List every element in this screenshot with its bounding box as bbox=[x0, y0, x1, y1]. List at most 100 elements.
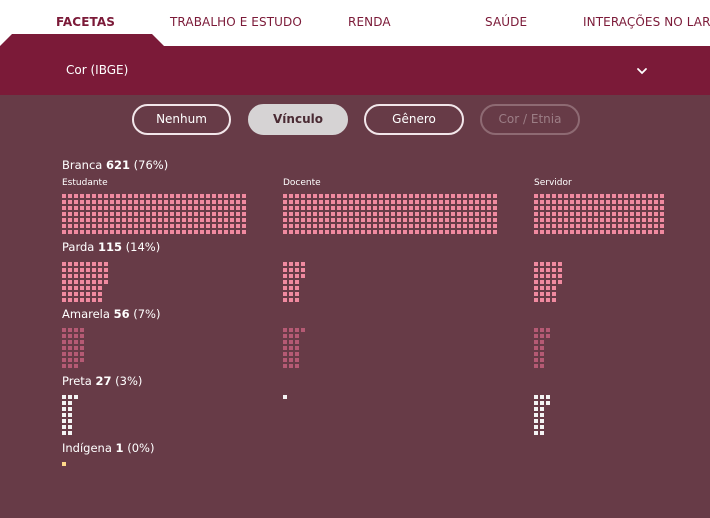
dot bbox=[642, 218, 646, 222]
dot bbox=[283, 431, 287, 435]
dot bbox=[540, 395, 544, 399]
dot bbox=[140, 224, 144, 228]
dot bbox=[212, 224, 216, 228]
facet-dropdown[interactable]: Cor (IBGE) bbox=[0, 46, 710, 95]
dot bbox=[80, 274, 84, 278]
dot bbox=[80, 346, 84, 350]
tab-trabalho-e-estudo[interactable]: TRABALHO E ESTUDO bbox=[170, 15, 302, 29]
dot bbox=[349, 230, 353, 234]
dot bbox=[236, 206, 240, 210]
dot bbox=[648, 212, 652, 216]
dot bbox=[540, 200, 544, 204]
dot bbox=[534, 364, 538, 368]
dot bbox=[343, 224, 347, 228]
dot bbox=[74, 194, 78, 198]
dot bbox=[594, 206, 598, 210]
dot bbox=[654, 212, 658, 216]
dot bbox=[618, 212, 622, 216]
dot bbox=[200, 200, 204, 204]
dot bbox=[283, 425, 287, 429]
waffle-amarela-estudante bbox=[62, 328, 84, 368]
dot bbox=[433, 206, 437, 210]
dot bbox=[588, 206, 592, 210]
tab-renda[interactable]: RENDA bbox=[348, 15, 391, 29]
dot bbox=[463, 194, 467, 198]
dot bbox=[564, 218, 568, 222]
dot bbox=[355, 206, 359, 210]
dot bbox=[283, 395, 287, 399]
dot bbox=[283, 346, 287, 350]
dot bbox=[534, 292, 538, 296]
nenhum-button[interactable]: Nenhum bbox=[132, 104, 231, 135]
dot bbox=[74, 230, 78, 234]
dot bbox=[62, 200, 66, 204]
dot bbox=[540, 262, 544, 266]
dot bbox=[534, 358, 538, 362]
dot bbox=[86, 268, 90, 272]
dot bbox=[481, 218, 485, 222]
dot bbox=[283, 262, 287, 266]
dot bbox=[433, 230, 437, 234]
dot bbox=[349, 212, 353, 216]
dot bbox=[289, 194, 293, 198]
dot bbox=[289, 218, 293, 222]
tab-interacoes-no-lar[interactable]: INTERAÇÕES NO LAR bbox=[583, 15, 710, 29]
dot bbox=[534, 340, 538, 344]
dot bbox=[534, 395, 538, 399]
dot bbox=[68, 328, 72, 332]
dot bbox=[642, 206, 646, 210]
dot bbox=[409, 218, 413, 222]
dot bbox=[654, 230, 658, 234]
dot bbox=[582, 224, 586, 228]
dot bbox=[80, 280, 84, 284]
dot bbox=[373, 194, 377, 198]
dot bbox=[134, 218, 138, 222]
dot bbox=[630, 206, 634, 210]
dot bbox=[570, 200, 574, 204]
dot bbox=[588, 230, 592, 234]
dot bbox=[86, 286, 90, 290]
tab-saude[interactable]: SAÚDE bbox=[485, 15, 528, 29]
dot bbox=[630, 200, 634, 204]
dot bbox=[194, 218, 198, 222]
dot bbox=[397, 194, 401, 198]
tab-facetas[interactable]: FACETAS bbox=[56, 15, 115, 29]
dot bbox=[469, 194, 473, 198]
dot bbox=[140, 194, 144, 198]
dot bbox=[576, 218, 580, 222]
dot bbox=[307, 230, 311, 234]
dot bbox=[110, 194, 114, 198]
dot bbox=[367, 194, 371, 198]
dot bbox=[206, 194, 210, 198]
dot bbox=[582, 230, 586, 234]
dot bbox=[582, 206, 586, 210]
cor-etnia-button[interactable]: Cor / Etnia bbox=[480, 104, 580, 135]
dot bbox=[68, 364, 72, 368]
dot bbox=[242, 206, 246, 210]
genero-button[interactable]: Gênero bbox=[364, 104, 464, 135]
dot bbox=[242, 230, 246, 234]
dot bbox=[469, 230, 473, 234]
dot bbox=[134, 206, 138, 210]
waffle-parda-servidor bbox=[534, 262, 562, 302]
dot bbox=[301, 298, 305, 302]
dot bbox=[104, 212, 108, 216]
dot bbox=[289, 292, 293, 296]
dot bbox=[618, 230, 622, 234]
dot bbox=[212, 194, 216, 198]
dot bbox=[421, 200, 425, 204]
vinculo-button[interactable]: Vínculo bbox=[248, 104, 348, 135]
dot bbox=[385, 224, 389, 228]
dot bbox=[319, 218, 323, 222]
dot bbox=[230, 206, 234, 210]
dot bbox=[558, 262, 562, 266]
dot bbox=[660, 200, 664, 204]
dot bbox=[594, 218, 598, 222]
dot bbox=[295, 262, 299, 266]
dot bbox=[457, 200, 461, 204]
dot bbox=[534, 328, 538, 332]
dot bbox=[283, 206, 287, 210]
dot bbox=[451, 224, 455, 228]
dot bbox=[546, 200, 550, 204]
dot bbox=[295, 328, 299, 332]
